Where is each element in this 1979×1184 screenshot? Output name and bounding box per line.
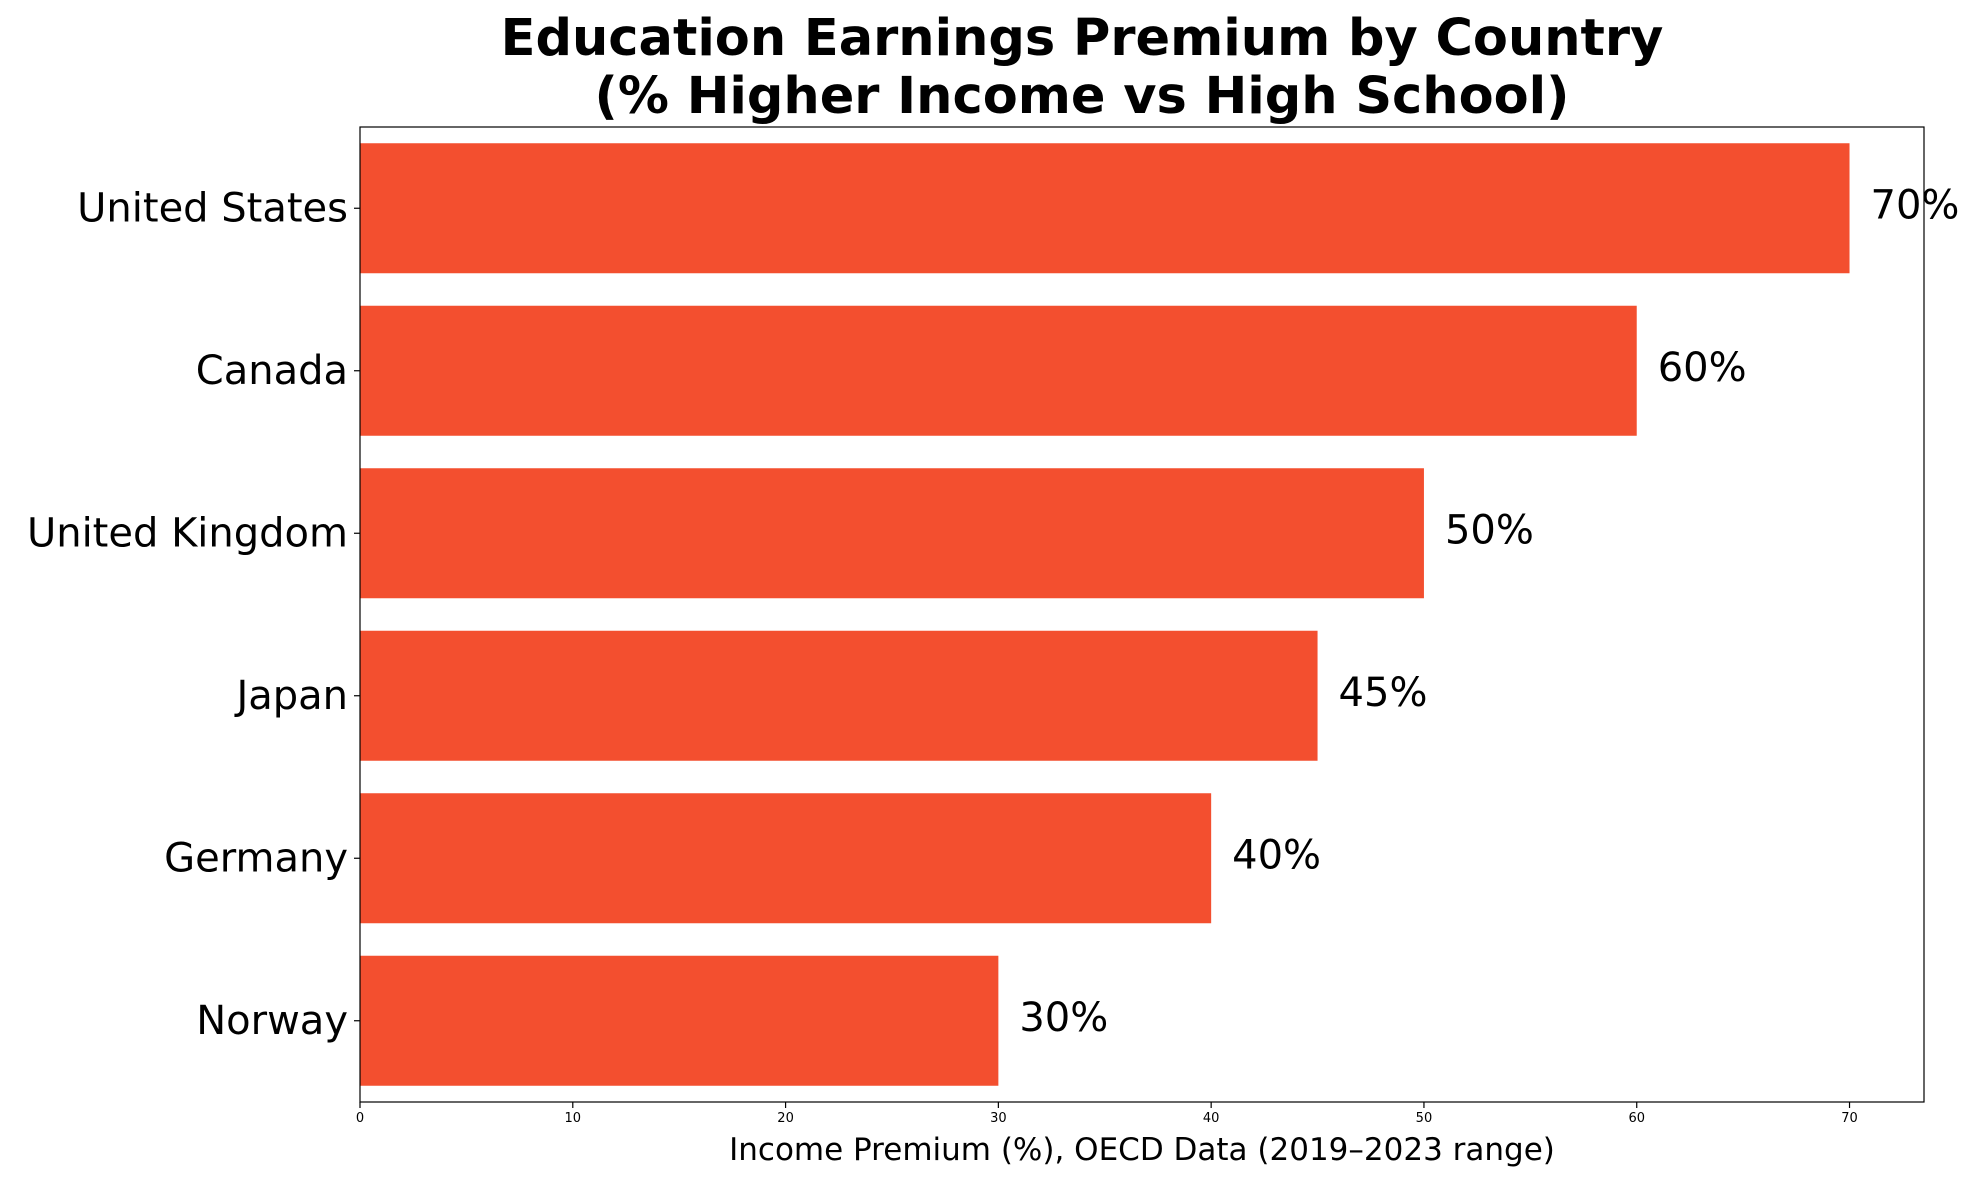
axes-frame bbox=[359, 126, 1925, 1103]
y-tick-label: Canada bbox=[196, 348, 348, 394]
x-tick-label: 30 bbox=[990, 1111, 1007, 1126]
plot-area: United States 70% Canada 60% United Kingdom 5… bbox=[27, 143, 1959, 1126]
y-tick-label: Japan bbox=[233, 673, 348, 719]
x-axis-label: Income Premium (%), OECD Data (2019–2023… bbox=[729, 1132, 1555, 1168]
chart-title-line-2: (% Higher Income vs High School) bbox=[595, 67, 1570, 126]
y-tick-label: Norway bbox=[196, 998, 348, 1044]
bar-united-kingdom bbox=[360, 468, 1424, 599]
bar-canada bbox=[360, 305, 1637, 436]
y-tick-label: United States bbox=[77, 185, 348, 231]
bar-germany bbox=[360, 793, 1212, 924]
y-tick-label: United Kingdom bbox=[27, 510, 348, 556]
x-tick-label: 10 bbox=[565, 1111, 582, 1126]
bar-united-states bbox=[360, 143, 1850, 274]
bar-japan bbox=[360, 630, 1318, 761]
x-tick-label: 60 bbox=[1628, 1111, 1645, 1126]
value-label: 30% bbox=[1019, 995, 1108, 1041]
chart-title-line-1: Education Earnings Premium by Country bbox=[501, 9, 1664, 68]
value-label: 40% bbox=[1232, 832, 1321, 878]
value-label: 45% bbox=[1339, 670, 1428, 716]
x-tick-label: 0 bbox=[356, 1111, 364, 1126]
x-tick-label: 50 bbox=[1416, 1111, 1433, 1126]
x-tick-label: 20 bbox=[777, 1111, 794, 1126]
value-label: 70% bbox=[1871, 182, 1960, 228]
x-tick-label: 70 bbox=[1841, 1111, 1858, 1126]
value-label: 50% bbox=[1445, 507, 1534, 553]
y-tick-label: Germany bbox=[164, 835, 348, 881]
value-label: 60% bbox=[1658, 345, 1747, 391]
x-tick-label: 40 bbox=[1203, 1111, 1220, 1126]
bar-norway bbox=[360, 955, 999, 1086]
